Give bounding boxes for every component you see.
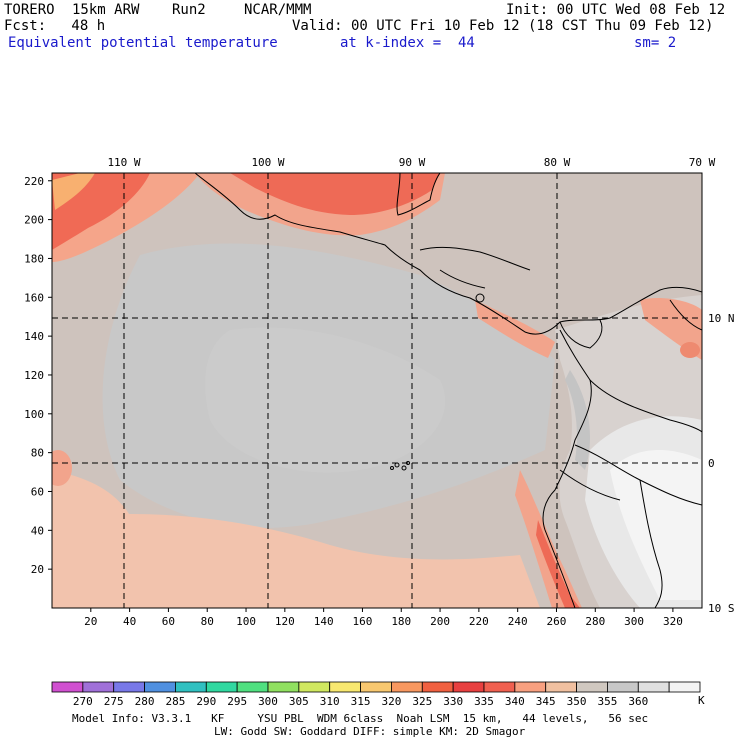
- colorbar-swatch: [514, 681, 547, 693]
- y-axis-ticks: 20 40 60 80 100 120 140 160 180 200 220: [24, 175, 52, 576]
- x-tick-label: 200: [430, 615, 450, 628]
- colorbar-swatch: [421, 681, 454, 693]
- colorbar-swatch: [637, 681, 670, 693]
- colorbar-swatch: [51, 681, 84, 693]
- colorbar-label: 275: [104, 695, 124, 708]
- y-tick-label: 40: [31, 524, 44, 537]
- colorbar-swatch: [607, 681, 639, 693]
- lat-label-0: 0: [708, 457, 715, 470]
- y-tick-label: 180: [24, 252, 44, 265]
- colorbar-label: 345: [536, 695, 556, 708]
- x-tick-label: 320: [663, 615, 683, 628]
- model-resolution: 15km ARW: [72, 2, 140, 18]
- smoothing-label: sm= 2: [634, 35, 677, 51]
- y-tick-label: 200: [24, 214, 44, 227]
- x-tick-label: 300: [624, 615, 644, 628]
- colorbar: [51, 681, 701, 693]
- colorbar-label: 360: [628, 695, 648, 708]
- x-tick-label: 140: [314, 615, 334, 628]
- field-name: Equivalent potential temperature: [8, 35, 278, 51]
- coastlines: [194, 173, 702, 608]
- x-tick-label: 180: [391, 615, 411, 628]
- colorbar-label: 285: [165, 695, 185, 708]
- lat-label-10s: 10 S: [708, 602, 735, 615]
- colorbar-swatch: [113, 681, 145, 693]
- colorbar-label: 300: [258, 695, 278, 708]
- colorbar-label: 335: [474, 695, 494, 708]
- x-tick-label: 160: [353, 615, 373, 628]
- latlon-grid: [52, 173, 702, 608]
- x-tick-label: 260: [547, 615, 567, 628]
- colorbar-swatch: [391, 681, 423, 693]
- y-tick-label: 100: [24, 408, 44, 421]
- lon-label-100w: 100 W: [251, 156, 284, 169]
- x-tick-label: 20: [84, 615, 97, 628]
- model-name: TORERO: [4, 2, 55, 18]
- colorbar-label: 310: [320, 695, 340, 708]
- colorbar-label: 350: [567, 695, 587, 708]
- y-tick-label: 80: [31, 447, 44, 460]
- lon-label-110w: 110 W: [107, 156, 140, 169]
- colorbar-label: 280: [135, 695, 155, 708]
- valid-time: Valid: 00 UTC Fri 10 Feb 12 (18 CST Thu …: [292, 18, 714, 34]
- colorbar-label: 290: [196, 695, 216, 708]
- y-tick-label: 220: [24, 175, 44, 188]
- x-tick-label: 220: [469, 615, 489, 628]
- colorbar-swatch: [205, 681, 238, 693]
- colorbar-swatch: [175, 681, 207, 693]
- forecast-hour: Fcst: 48 h: [4, 18, 106, 34]
- x-tick-label: 40: [123, 615, 136, 628]
- colorbar-swatch: [483, 681, 516, 693]
- colorbar-swatch: [329, 681, 361, 693]
- colorbar-label: 295: [227, 695, 247, 708]
- x-tick-label: 120: [275, 615, 295, 628]
- colorbar-label: 320: [381, 695, 401, 708]
- colorbar-label: 330: [443, 695, 463, 708]
- colorbar-swatch: [452, 681, 485, 693]
- model-info-line: Model Info: V3.3.1 KF YSU PBL WDM 6class…: [72, 712, 649, 725]
- colorbar-swatch: [545, 681, 577, 693]
- run-label: Run2: [172, 2, 206, 18]
- init-time: Init: 00 UTC Wed 08 Feb 12: [506, 2, 726, 18]
- colorbar-label: 270: [73, 695, 93, 708]
- physics-info-line: LW: Godd SW: Goddard DIFF: simple KM: 2D…: [214, 725, 526, 738]
- lon-label-70w: 70 W: [689, 156, 716, 169]
- y-tick-label: 20: [31, 563, 44, 576]
- colorbar-swatch: [298, 681, 331, 693]
- y-tick-label: 160: [24, 291, 44, 304]
- colorbar-label: 325: [412, 695, 432, 708]
- x-tick-label: 240: [508, 615, 528, 628]
- colorbar-swatch: [668, 681, 701, 693]
- lon-label-90w: 90 W: [399, 156, 426, 169]
- map-frame: [51, 172, 703, 609]
- colorbar-unit: K: [698, 694, 705, 707]
- institution-label: NCAR/MMM: [244, 2, 312, 18]
- x-axis-ticks: 20 40 60 80 100 120 140 160 180 200 220 240 260 280 30…: [84, 608, 683, 628]
- x-tick-label: 60: [162, 615, 175, 628]
- y-tick-label: 60: [31, 485, 44, 498]
- colorbar-labels: 270 275 280 285 290 295 300 305 310 315 320 325 330 3…: [73, 695, 648, 708]
- colorbar-label: 315: [351, 695, 371, 708]
- x-tick-label: 100: [236, 615, 256, 628]
- temperature-field: [52, 173, 702, 608]
- y-tick-label: 140: [24, 330, 44, 343]
- colorbar-label: 305: [289, 695, 309, 708]
- y-tick-label: 120: [24, 369, 44, 382]
- colorbar-swatch: [267, 681, 300, 693]
- level-label: at k-index = 44: [340, 35, 475, 51]
- colorbar-label: 355: [597, 695, 617, 708]
- colorbar-swatch: [360, 681, 392, 693]
- lon-label-80w: 80 W: [544, 156, 571, 169]
- colorbar-swatch: [144, 681, 176, 693]
- lat-label-10n: 10 N: [708, 312, 735, 325]
- x-tick-label: 280: [585, 615, 605, 628]
- colorbar-label: 340: [505, 695, 525, 708]
- colorbar-swatch: [82, 681, 115, 693]
- colorbar-swatch: [576, 681, 608, 693]
- colorbar-swatch: [236, 681, 269, 693]
- x-tick-label: 80: [201, 615, 214, 628]
